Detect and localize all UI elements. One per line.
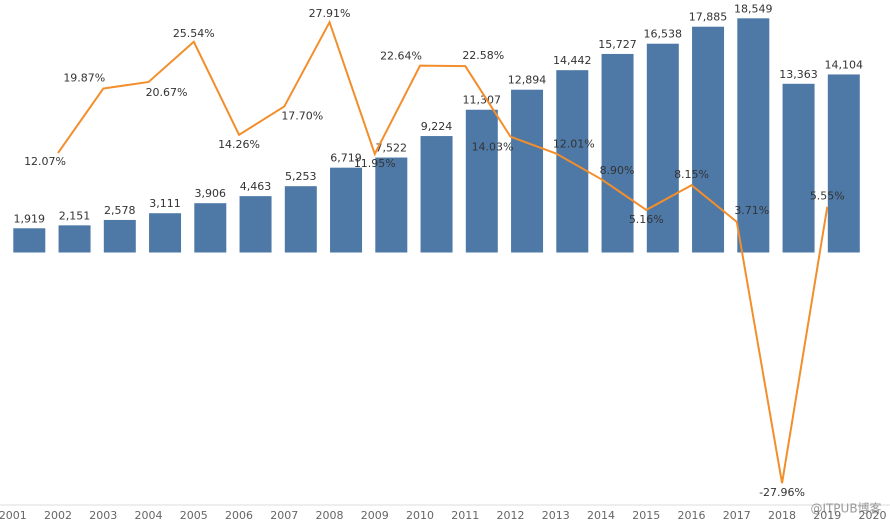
line-value-label: 8.15%: [674, 168, 709, 181]
x-tick-label: 2018: [768, 509, 796, 522]
bar: [737, 18, 770, 253]
bar: [149, 213, 182, 253]
x-tick-label: 2002: [44, 509, 72, 522]
line-value-label: 8.90%: [600, 164, 635, 177]
bar-value-label: 15,727: [598, 38, 637, 51]
x-tick-label: 2019: [813, 509, 841, 522]
x-tick-label: 2005: [180, 509, 208, 522]
line-value-label: 14.26%: [218, 138, 260, 151]
bar-value-label: 3,111: [149, 197, 181, 210]
bar: [239, 196, 272, 253]
bar-value-label: 16,538: [644, 28, 683, 41]
line-value-label: 25.54%: [173, 27, 215, 40]
line-value-label: 3.71%: [734, 204, 769, 217]
x-tick-label: 2016: [678, 509, 706, 522]
line-value-label: 5.55%: [810, 190, 845, 203]
x-tick-label: 2013: [542, 509, 570, 522]
bar: [103, 219, 136, 253]
x-tick-label: 2001: [0, 509, 27, 522]
line-value-label: 12.01%: [553, 137, 595, 150]
x-tick-label: 2020: [859, 509, 887, 522]
x-tick-label: 2008: [316, 509, 344, 522]
x-tick-label: 2006: [225, 509, 253, 522]
x-tick-label: 2011: [451, 509, 479, 522]
bar: [827, 74, 860, 253]
watermark: @ITPUB博客: [810, 501, 881, 516]
line-value-label: 17.70%: [281, 109, 323, 122]
bar-value-label: 6,719: [330, 152, 362, 165]
x-tick-label: 2007: [270, 509, 298, 522]
bar-value-label: 2,151: [59, 209, 91, 222]
x-tick-label: 2003: [89, 509, 117, 522]
x-tick-label: 2010: [406, 509, 434, 522]
bar-value-label: 11,307: [463, 94, 502, 107]
line-value-label: -27.96%: [759, 486, 805, 499]
line-value-label: 20.67%: [146, 86, 188, 99]
line-value-label: 12.07%: [24, 155, 66, 168]
bar: [330, 167, 363, 253]
bar: [692, 26, 725, 253]
bar: [420, 136, 453, 253]
bar: [646, 43, 679, 253]
line-value-label: 22.64%: [380, 50, 422, 63]
bar-value-label: 2,578: [104, 204, 136, 217]
line-value-label: 5.16%: [629, 213, 664, 226]
bar: [511, 89, 544, 253]
x-tick-label: 2015: [632, 509, 660, 522]
x-tick-label: 2004: [135, 509, 163, 522]
x-tick-label: 2017: [723, 509, 751, 522]
bar-value-label: 7,522: [376, 142, 408, 155]
line-value-label: 14.03%: [472, 141, 514, 154]
bar: [13, 228, 46, 253]
bar: [782, 83, 815, 253]
x-tick-label: 2009: [361, 509, 389, 522]
bar: [601, 53, 634, 253]
x-tick-label: 2014: [587, 509, 615, 522]
bar-value-label: 5,253: [285, 170, 317, 183]
line-value-label: 27.91%: [309, 7, 351, 20]
bar-value-label: 14,442: [553, 54, 592, 67]
bar-value-label: 17,885: [689, 11, 728, 24]
bar: [284, 186, 317, 253]
line-value-label: 11.95%: [354, 157, 396, 170]
bar: [58, 225, 91, 253]
bar-value-label: 13,363: [779, 68, 818, 81]
x-tick-label: 2012: [497, 509, 525, 522]
bar-value-label: 18,549: [734, 2, 773, 15]
bar-value-label: 4,463: [240, 180, 272, 193]
bar: [194, 203, 227, 253]
bar: [375, 157, 408, 253]
bar-value-label: 3,906: [195, 187, 227, 200]
bar-value-label: 14,104: [825, 58, 864, 71]
bar: [465, 109, 498, 253]
bar-value-label: 9,224: [421, 120, 453, 133]
line: [57, 19, 829, 484]
bar-value-label: 1,919: [14, 212, 46, 225]
line-value-label: 19.87%: [63, 72, 105, 85]
bar: [556, 70, 589, 253]
line-value-label: 22.58%: [462, 49, 504, 62]
bar-value-label: 12,894: [508, 74, 547, 87]
